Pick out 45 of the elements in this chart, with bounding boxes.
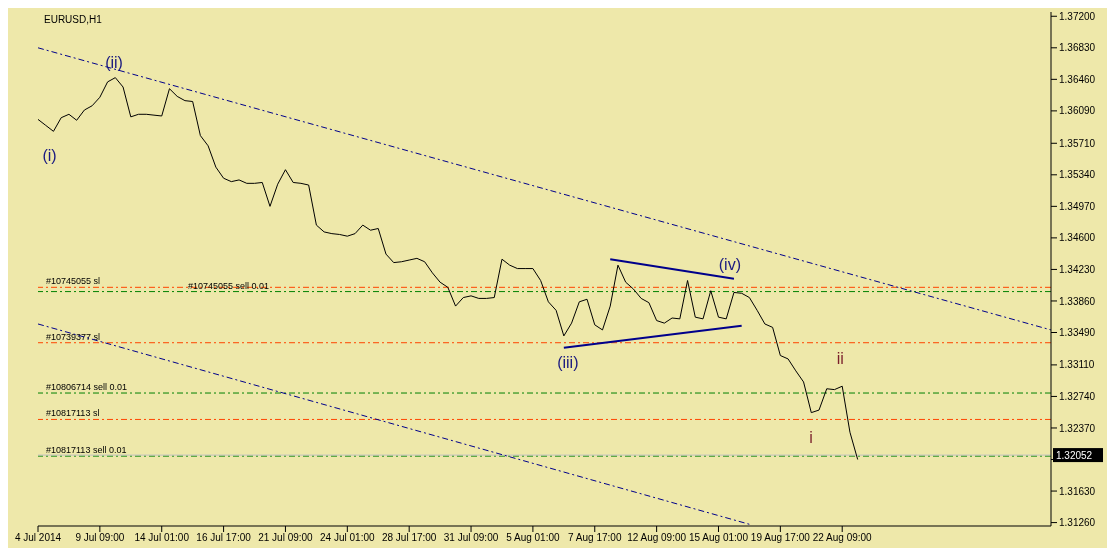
annotation: i (809, 428, 813, 447)
x-tick-label: 7 Aug 17:00 (568, 532, 622, 544)
y-tick-label: 1.34600 (1059, 232, 1096, 244)
annotation: (ii) (105, 53, 123, 72)
y-tick-label: 1.31630 (1059, 485, 1096, 497)
x-tick-label: 28 Jul 17:00 (381, 532, 437, 544)
ref-line-label: #10739377 sl (46, 331, 101, 342)
x-tick-label: 4 Jul 2014 (14, 532, 62, 544)
y-tick-label: 1.33490 (1059, 327, 1096, 339)
ref-line-label: #10745055 sl (46, 276, 101, 287)
annotation: ii (836, 349, 844, 368)
annotation: (iii) (557, 353, 579, 372)
x-tick-label: 19 Aug 17:00 (750, 532, 811, 544)
y-tick-label: 1.31260 (1059, 517, 1096, 529)
x-tick-label: 16 Jul 17:00 (196, 532, 252, 544)
x-tick-label: 12 Aug 09:00 (627, 532, 687, 544)
ref-line-label: #10817113 sl (46, 408, 100, 419)
x-tick-label: 24 Jul 01:00 (320, 532, 375, 544)
y-tick-label: 1.36460 (1059, 73, 1096, 85)
chart-title: EURUSD,H1 (44, 14, 102, 25)
ref-line-label: #10806714 sell 0.01 (46, 382, 128, 393)
y-tick-label: 1.35340 (1059, 169, 1096, 181)
annotation: (iv) (718, 255, 741, 274)
y-tick-label: 1.34970 (1059, 200, 1096, 212)
annotation: (i) (42, 146, 57, 165)
x-tick-label: 21 Jul 09:00 (258, 532, 314, 544)
ref-line-label: #10745055 sell 0.01 (188, 280, 270, 291)
y-tick-label: 1.33110 (1059, 359, 1095, 371)
ref-line-label: 1.32052 (1056, 450, 1093, 462)
x-tick-label: 31 Jul 09:00 (443, 532, 499, 544)
y-tick-label: 1.33860 (1059, 295, 1096, 307)
y-tick-label: 1.36830 (1059, 42, 1096, 54)
y-tick-label: 1.34230 (1059, 263, 1096, 275)
x-tick-label: 9 Jul 09:00 (75, 532, 125, 544)
line-series (37, 77, 859, 461)
y-tick-label: 1.32370 (1059, 422, 1096, 434)
y-tick-label: 1.36090 (1059, 105, 1096, 117)
ref-line-label: #10817113 sell 0.01 (46, 445, 127, 456)
y-tick-label: 1.32740 (1059, 390, 1096, 402)
x-tick-label: 22 Aug 09:00 (812, 532, 873, 544)
x-tick-label: 14 Jul 01:00 (134, 532, 190, 544)
x-tick-label: 5 Aug 01:00 (506, 532, 561, 544)
y-tick-label: 1.35710 (1059, 137, 1096, 149)
x-tick-label: 15 Aug 01:00 (689, 532, 749, 544)
y-tick-label: 1.37200 (1059, 10, 1096, 22)
